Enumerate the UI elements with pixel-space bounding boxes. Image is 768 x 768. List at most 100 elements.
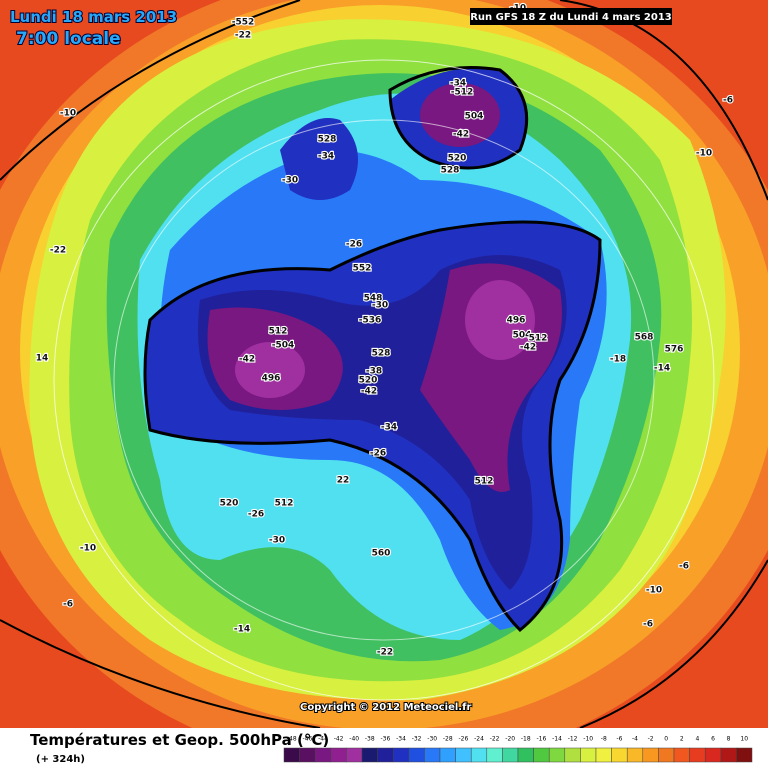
colorbar-tick-label: -8	[601, 736, 607, 743]
colorbar-tick-label: -18	[521, 736, 531, 743]
map-label: 504	[465, 112, 484, 122]
map-label: 552	[353, 264, 372, 274]
colorbar-swatch	[626, 747, 644, 763]
map-label: -42	[361, 387, 377, 397]
colorbar-swatch	[736, 747, 753, 763]
time-title: 7:00 locale	[16, 29, 121, 49]
colorbar-swatch	[346, 747, 363, 763]
map-label: -34	[450, 79, 466, 89]
colorbar-swatch	[283, 747, 300, 763]
colorbar-tick-label: -28	[443, 736, 453, 743]
colorbar-tick-label: -14	[552, 736, 562, 743]
colorbar-tick-label: -34	[396, 736, 406, 743]
map-label: -10	[60, 109, 76, 119]
colorbar-tick-label: 4	[695, 736, 699, 743]
colorbar-tick-label: -48	[287, 736, 297, 743]
map-label: 520	[359, 376, 378, 386]
map-label: -6	[679, 562, 689, 572]
colorbar-tick-label: -20	[505, 736, 515, 743]
map-label: 520	[448, 154, 467, 164]
date-title: Lundi 18 mars 2013	[10, 8, 177, 26]
colorbar-tick-label: 8	[727, 736, 731, 743]
colorbar-swatch	[580, 747, 597, 763]
map-label: 496	[507, 316, 526, 326]
colorbar-swatch	[392, 747, 410, 763]
colorbar-swatch	[439, 747, 456, 763]
colorbar-swatch	[517, 747, 534, 763]
map-label: -6	[63, 600, 73, 610]
colorbar: -48 -46 -44 -42 -40 -38 -36 -34 -32 -30 -28 -26 -24-…	[283, 736, 753, 763]
colorbar-swatch	[470, 747, 488, 763]
colorbar-swatch	[658, 747, 675, 763]
map-label: -30	[269, 536, 285, 546]
colorbar-tick-label: 10	[740, 736, 748, 743]
map-label: -10	[696, 149, 712, 159]
colorbar-swatch	[704, 747, 722, 763]
run-text: Run GFS 18 Z du Lundi 4 mars 2013	[470, 12, 672, 23]
map-label: 512	[475, 477, 494, 487]
map-label: -30	[372, 301, 388, 311]
colorbar-swatch	[595, 747, 612, 763]
colorbar-swatch	[673, 747, 690, 763]
colorbar-swatch	[314, 747, 332, 763]
map-label: -10	[80, 544, 96, 554]
map-label: -38	[366, 367, 382, 377]
map-label: -18	[610, 355, 626, 365]
map-label: -26	[346, 240, 362, 250]
colorbar-tick-label: -10	[583, 736, 593, 743]
colorbar-swatch	[408, 747, 425, 763]
colorbar-tick-label: -30	[427, 736, 437, 743]
map-label: -42	[520, 343, 536, 353]
colorbar-tick-label: -12	[568, 736, 578, 743]
map-label: -6	[643, 620, 653, 630]
map-label: -512	[451, 88, 474, 98]
map-label: 504	[513, 331, 532, 341]
map-label: 528	[441, 166, 460, 176]
colorbar-tick-label: -44	[318, 736, 328, 743]
colorbar-tick-label: -6	[616, 736, 622, 743]
map-label: 520	[220, 499, 239, 509]
colorbar-swatch	[455, 747, 472, 763]
map-label: 576	[665, 345, 684, 355]
colorbar-tick-label: -22	[490, 736, 500, 743]
map-label: 14	[36, 354, 49, 364]
map-label: -536	[359, 316, 382, 326]
colorbar-swatch	[564, 747, 581, 763]
colorbar-swatch	[299, 747, 316, 763]
copyright: Copyright © 2012 Meteociel.fr	[300, 702, 471, 713]
colorbar-tick-label: -46	[302, 736, 312, 743]
colorbar-tick-label: -36	[380, 736, 390, 743]
map-label: -42	[239, 355, 255, 365]
colorbar-swatch	[548, 747, 566, 763]
map-label: 512	[269, 327, 288, 337]
map-labels: -552-22-10-10-34-512504-42520528528-34-3…	[35, 2, 734, 658]
colorbar-swatch	[533, 747, 550, 763]
colorbar-tick-label: 6	[711, 736, 715, 743]
colorbar-swatch	[689, 747, 706, 763]
map-label: -14	[234, 625, 250, 635]
colorbar-swatch	[486, 747, 503, 763]
map-label: 22	[337, 476, 350, 486]
colorbar-tick-label: -42	[334, 736, 344, 743]
map-label: -22	[235, 31, 251, 41]
map-label: 528	[372, 349, 391, 359]
colorbar-swatch	[424, 747, 441, 763]
map-label: -42	[453, 130, 469, 140]
colorbar-swatch	[642, 747, 659, 763]
colorbar-swatch	[330, 747, 347, 763]
map-label: 512	[275, 499, 294, 509]
colorbar-tick-label: -32	[412, 736, 422, 743]
colorbar-tick-label: 2	[680, 736, 684, 743]
map-label: 560	[372, 549, 391, 559]
run-box	[470, 8, 672, 25]
map-label: -26	[248, 510, 264, 520]
map-label: -34	[381, 423, 397, 433]
map-label: 496	[262, 374, 281, 384]
map-label: -26	[370, 449, 386, 459]
colorbar-swatch	[377, 747, 394, 763]
map-label: -504	[272, 341, 295, 351]
map-label: 512	[529, 334, 548, 344]
map-label: -22	[377, 648, 393, 658]
